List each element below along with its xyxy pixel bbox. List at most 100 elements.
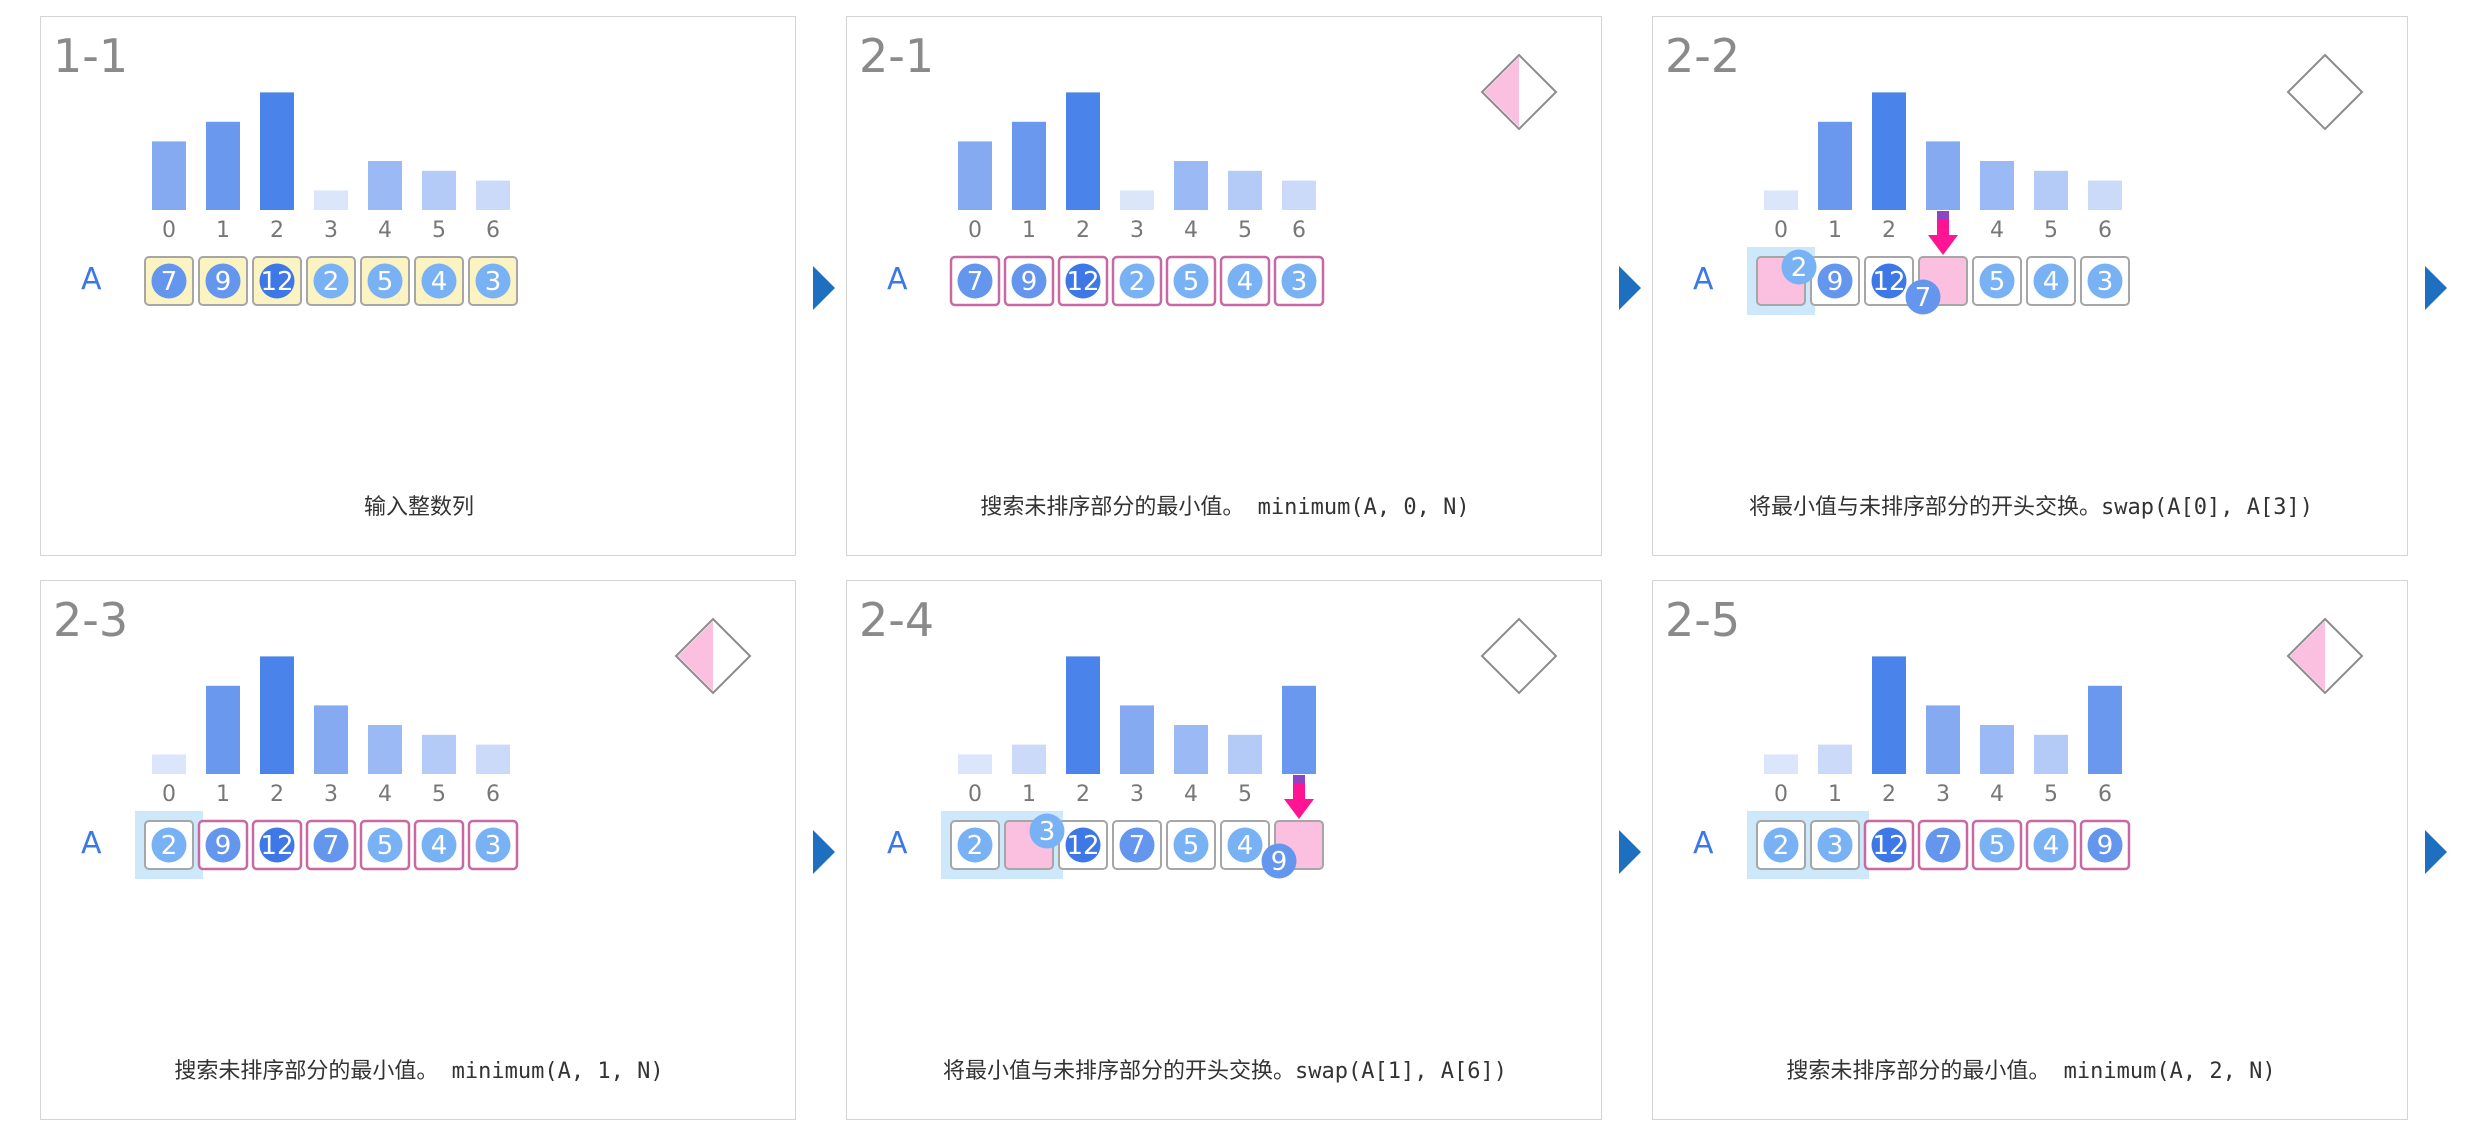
index-label-5: 5	[1238, 782, 1252, 807]
moving-value-circle-to	[1029, 813, 1065, 849]
value-circle-0	[151, 827, 187, 863]
value-circle-5	[1227, 263, 1263, 299]
value-circle-1	[1011, 263, 1047, 299]
panel-drawing: 0 1 2 3 4 5 67 9 12 2 5 4 3	[949, 53, 1558, 307]
value-circle-1	[1817, 263, 1853, 299]
value-circle-2	[259, 827, 295, 863]
index-label-3: 3	[1130, 782, 1144, 807]
panel-title: 1-1	[53, 29, 129, 83]
value-text-3: 2	[1129, 267, 1146, 297]
bar-4	[1980, 161, 2014, 210]
index-label-5: 5	[432, 782, 446, 807]
bar-4	[1174, 725, 1208, 774]
moving-value-circle-from	[1905, 279, 1941, 315]
index-label-1: 1	[216, 782, 230, 807]
bar-5	[422, 170, 456, 210]
value-text-5: 4	[2043, 831, 2060, 861]
array-name-label: A	[887, 262, 908, 297]
panel-drawing: 012345691254327	[1747, 53, 2364, 315]
index-label-4: 4	[1990, 782, 2004, 807]
diamond-half-fill	[1484, 57, 1519, 127]
value-text-1: 9	[215, 267, 232, 297]
value-circle-4	[367, 263, 403, 299]
index-label-6: 6	[2098, 782, 2112, 807]
swap-arrow-shaft	[1937, 215, 1949, 237]
value-text-0: 7	[967, 267, 984, 297]
value-circle-1	[205, 263, 241, 299]
bar-2	[1066, 92, 1100, 210]
value-circle-3	[1925, 827, 1961, 863]
value-text-0: 7	[161, 267, 178, 297]
bar-2	[1872, 92, 1906, 210]
value-text-3: 2	[323, 267, 340, 297]
bar-3	[1120, 705, 1154, 774]
index-label-2: 2	[270, 782, 284, 807]
value-circle-6	[2087, 827, 2123, 863]
bar-6	[476, 180, 510, 210]
diamond-half-fill	[2290, 621, 2325, 691]
bar-0	[1764, 190, 1798, 210]
index-label-1: 1	[1828, 218, 1842, 243]
value-text-0: 2	[1773, 831, 1790, 861]
index-label-4: 4	[1990, 218, 2004, 243]
value-circle-2	[1065, 827, 1101, 863]
value-text-4: 5	[377, 831, 394, 861]
swap-arrow-shaft	[1293, 779, 1305, 801]
bar-3	[1926, 705, 1960, 774]
value-text-5: 4	[431, 267, 448, 297]
value-circle-6	[1281, 263, 1317, 299]
index-label-4: 4	[378, 218, 392, 243]
bar-1	[206, 121, 240, 210]
panel-drawing: 0 1 2 3 4 5 62 3 12 7 5 4 9	[1747, 617, 2364, 879]
value-circle-2	[1871, 827, 1907, 863]
index-label-5: 5	[2044, 218, 2058, 243]
bar-4	[368, 161, 402, 210]
bar-6	[1282, 685, 1316, 774]
value-circle-4	[1173, 827, 1209, 863]
bar-0	[1764, 754, 1798, 774]
step-panel-2-2: 0123456912543272-2A将最小值与未排序部分的开头交换。swap(…	[1652, 16, 2408, 556]
value-text-2: 12	[260, 267, 293, 297]
value-circle-1	[205, 827, 241, 863]
value-circle-6	[2087, 263, 2123, 299]
value-circle-1	[1817, 827, 1853, 863]
bar-3	[1120, 190, 1154, 210]
next-step-arrow-icon	[813, 830, 835, 874]
panel-title: 2-1	[859, 29, 935, 83]
value-text-3: 7	[1935, 831, 1952, 861]
step-caption: 将最小值与未排序部分的开头交换。swap(A[1], A[6])	[943, 1059, 1507, 1084]
bar-4	[1980, 725, 2014, 774]
value-text-4: 5	[1989, 831, 2006, 861]
value-text-1: 9	[215, 831, 232, 861]
bar-6	[476, 744, 510, 774]
swap-arrow-head	[1284, 799, 1314, 819]
value-text-6: 9	[2097, 831, 2114, 861]
index-label-2: 2	[1076, 782, 1090, 807]
value-circle-3	[313, 827, 349, 863]
diamond-icon	[2286, 53, 2364, 131]
panel-title: 2-3	[53, 593, 129, 647]
bar-3	[314, 190, 348, 210]
step-panel-2-4: 0123456212754392-4A将最小值与未排序部分的开头交换。swap(…	[846, 580, 1602, 1120]
panel-drawing: 0 1 2 3 4 5 62 9 12 7 5 4 3	[135, 617, 752, 879]
moving-value-circle-from	[1261, 843, 1297, 879]
step-caption: 搜索未排序部分的最小值。 minimum(A, 1, N)	[174, 1059, 664, 1084]
index-label-2: 2	[1076, 218, 1090, 243]
bar-3	[314, 705, 348, 774]
next-step-arrow-icon	[813, 266, 835, 310]
bar-5	[2034, 170, 2068, 210]
value-text-2: 12	[1066, 831, 1099, 861]
index-label-2: 2	[1882, 782, 1896, 807]
bar-6	[2088, 180, 2122, 210]
index-label-2: 2	[270, 218, 284, 243]
index-label-4: 4	[1184, 218, 1198, 243]
diamond-half-fill	[678, 621, 713, 691]
bar-2	[260, 92, 294, 210]
value-circle-4	[1979, 827, 2015, 863]
diamond-icon	[1480, 617, 1558, 695]
value-text-4: 5	[1183, 831, 1200, 861]
bar-0	[958, 754, 992, 774]
panel-drawing: 012345621275439	[941, 617, 1558, 879]
value-circle-3	[313, 263, 349, 299]
value-circle-3	[1119, 263, 1155, 299]
